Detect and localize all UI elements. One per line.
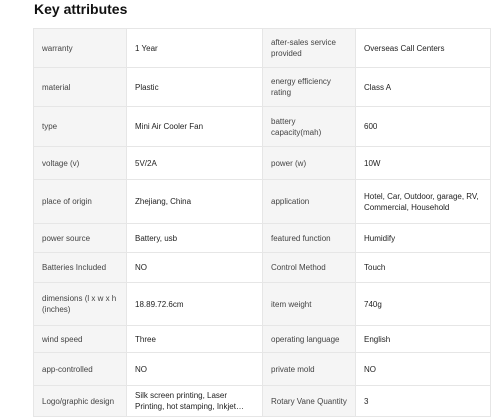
attribute-label: power source xyxy=(33,223,127,253)
attribute-value: NO xyxy=(126,352,263,386)
attribute-label: voltage (v) xyxy=(33,146,127,180)
attributes-table: warranty 1 Year after-sales service prov… xyxy=(33,28,491,417)
attribute-label: wind speed xyxy=(33,325,127,353)
attribute-value: Silk screen printing, Laser Printing, ho… xyxy=(126,385,263,417)
attribute-value: Mini Air Cooler Fan xyxy=(126,106,263,147)
attribute-value: 1 Year xyxy=(126,28,263,68)
attribute-label: Batteries Included xyxy=(33,252,127,283)
attribute-label: after-sales service provided xyxy=(262,28,356,68)
attribute-value: Hotel, Car, Outdoor, garage, RV, Commerc… xyxy=(355,179,491,224)
attribute-label: power (w) xyxy=(262,146,356,180)
table-row: wind speed Three operating language Engl… xyxy=(33,325,491,353)
table-row: power source Battery, usb featured funct… xyxy=(33,223,491,253)
table-row: warranty 1 Year after-sales service prov… xyxy=(33,28,491,68)
attribute-label: type xyxy=(33,106,127,147)
table-row: app-controlled NO private mold NO xyxy=(33,352,491,386)
attribute-label: material xyxy=(33,67,127,107)
attribute-label: app-controlled xyxy=(33,352,127,386)
table-row: type Mini Air Cooler Fan battery capacit… xyxy=(33,106,491,147)
attribute-value: Class A xyxy=(355,67,491,107)
table-row: Batteries Included NO Control Method Tou… xyxy=(33,252,491,283)
attribute-label: featured function xyxy=(262,223,356,253)
table-row: material Plastic energy efficiency ratin… xyxy=(33,67,491,107)
attribute-value: NO xyxy=(355,352,491,386)
attribute-label: battery capacity(mah) xyxy=(262,106,356,147)
attribute-value: English xyxy=(355,325,491,353)
attribute-value: Humidify xyxy=(355,223,491,253)
attribute-value: Three xyxy=(126,325,263,353)
attribute-value: Overseas Call Centers xyxy=(355,28,491,68)
attribute-value-text: Silk screen printing, Laser Printing, ho… xyxy=(135,391,244,411)
attribute-label: dimensions (l x w x h (inches) xyxy=(33,282,127,326)
attribute-label: operating language xyxy=(262,325,356,353)
attribute-label: energy efficiency rating xyxy=(262,67,356,107)
attribute-value: 10W xyxy=(355,146,491,180)
attribute-label: application xyxy=(262,179,356,224)
attribute-value: 740g xyxy=(355,282,491,326)
table-row: voltage (v) 5V/2A power (w) 10W xyxy=(33,146,491,180)
attribute-value: Plastic xyxy=(126,67,263,107)
attribute-label: Logo/graphic design xyxy=(33,385,127,417)
attribute-value: 3 xyxy=(355,385,491,417)
attribute-value: 5V/2A xyxy=(126,146,263,180)
attribute-label: warranty xyxy=(33,28,127,68)
attribute-label: private mold xyxy=(262,352,356,386)
attribute-label: place of origin xyxy=(33,179,127,224)
table-row: place of origin Zhejiang, China applicat… xyxy=(33,179,491,224)
table-row: Logo/graphic design Silk screen printing… xyxy=(33,385,491,417)
attribute-value: 600 xyxy=(355,106,491,147)
attribute-value: Touch xyxy=(355,252,491,283)
attribute-label: Control Method xyxy=(262,252,356,283)
attribute-value: 18.89.72.6cm xyxy=(126,282,263,326)
attribute-label: item weight xyxy=(262,282,356,326)
attribute-label: Rotary Vane Quantity xyxy=(262,385,356,417)
attribute-value: Battery, usb xyxy=(126,223,263,253)
attribute-value: Zhejiang, China xyxy=(126,179,263,224)
attribute-value: NO xyxy=(126,252,263,283)
section-title: Key attributes xyxy=(34,1,128,17)
table-row: dimensions (l x w x h (inches) 18.89.72.… xyxy=(33,282,491,326)
